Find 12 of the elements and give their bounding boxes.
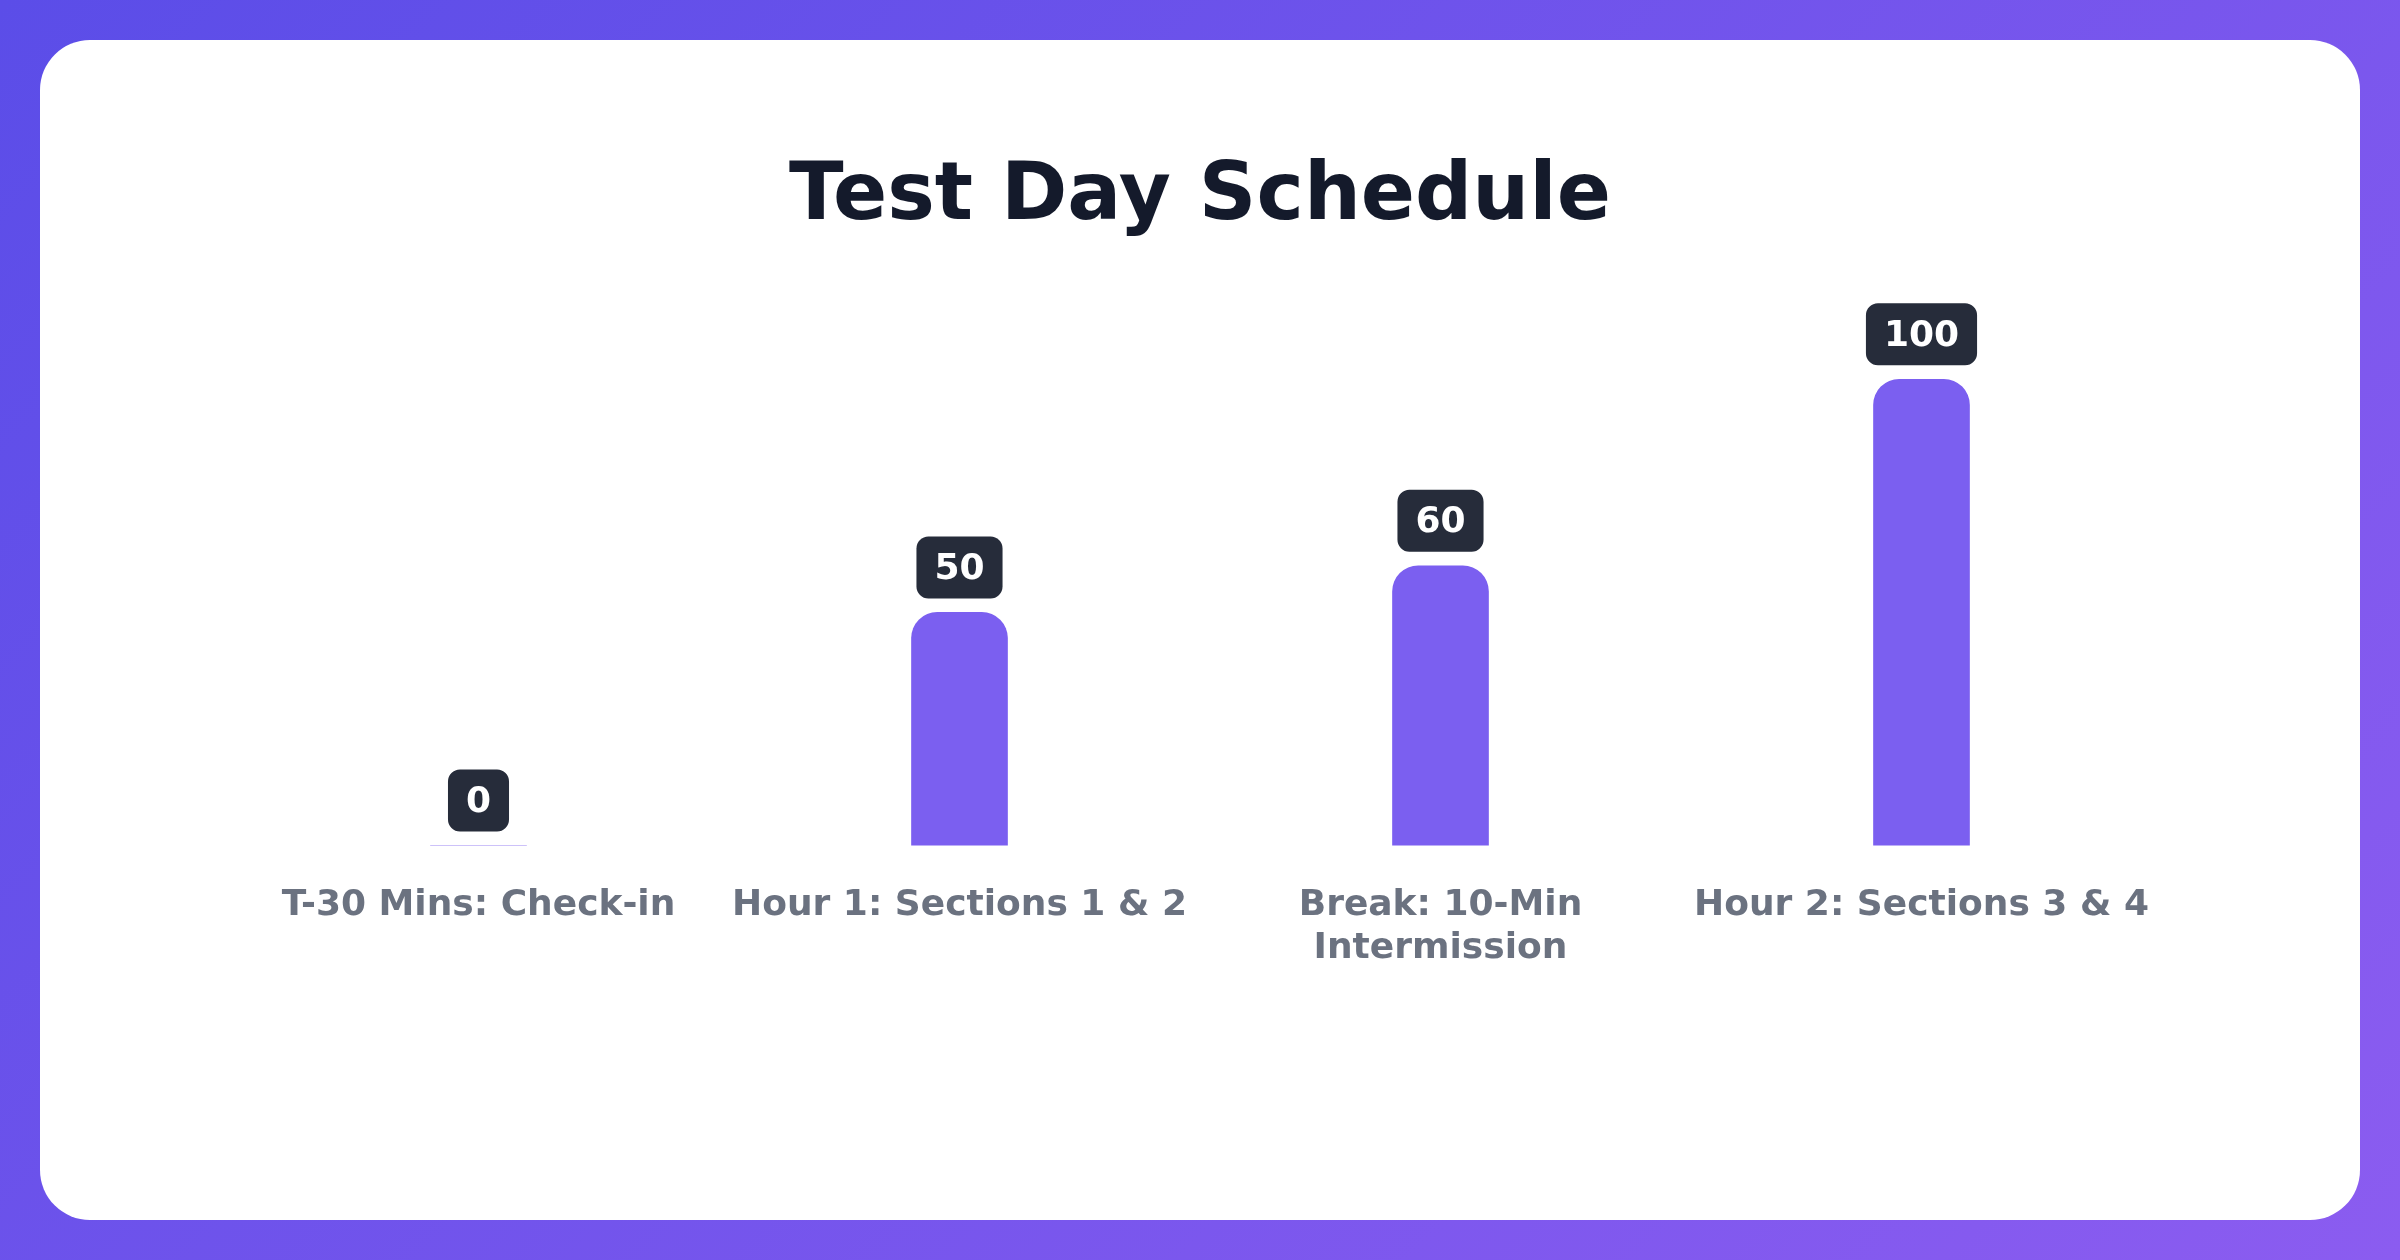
data-label: 100 [1883, 312, 1960, 354]
data-label: 0 [465, 778, 492, 820]
x-tick-label: Hour 2: Sections 3 & 4 [1694, 881, 2149, 923]
x-tick-label: T-30 Mins: Check-in [281, 881, 676, 923]
data-label: 50 [934, 545, 985, 587]
x-tick-label: Hour 1: Sections 1 & 2 [732, 881, 1187, 923]
bar [911, 612, 1008, 846]
data-label: 60 [1415, 499, 1466, 541]
chart-title: Test Day Schedule [789, 144, 1611, 238]
bar [1392, 565, 1489, 846]
bar [1873, 378, 1970, 846]
x-tick-label: Break: 10-Min Intermission [1298, 881, 1583, 966]
